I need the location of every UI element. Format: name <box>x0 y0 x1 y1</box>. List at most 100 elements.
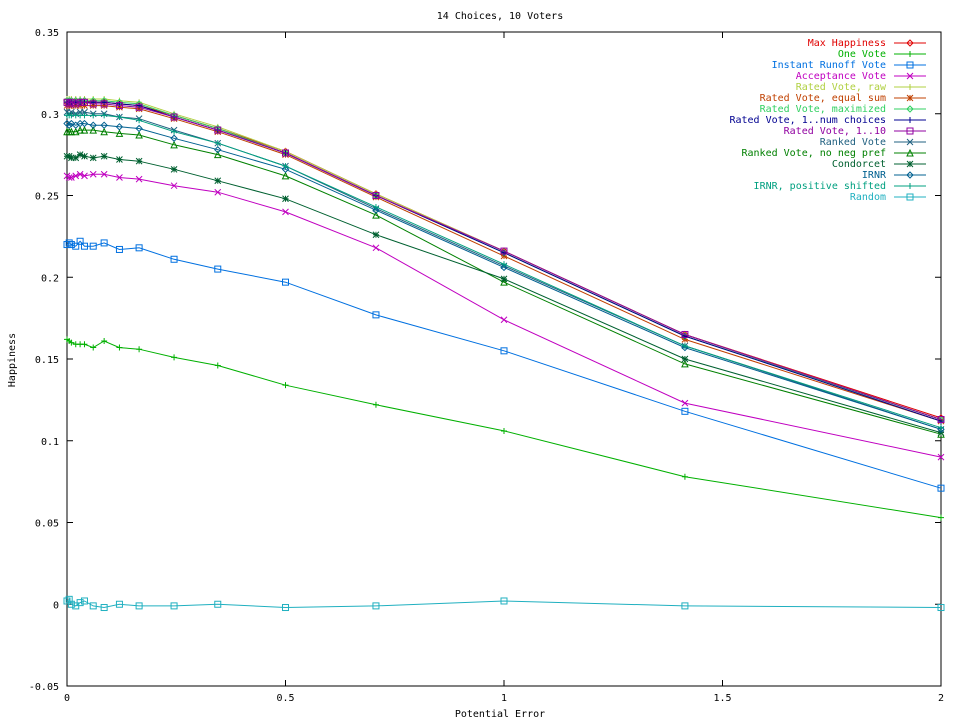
data-point <box>214 177 222 185</box>
data-point <box>681 330 689 338</box>
x-tick-label: 0.5 <box>276 693 294 704</box>
data-point <box>100 100 108 108</box>
series-ranked-vote-no-neg-pref <box>63 125 945 438</box>
data-point <box>214 362 221 369</box>
data-point <box>282 278 289 286</box>
legend-label: IRNR <box>862 170 887 181</box>
data-point <box>170 182 178 190</box>
data-point <box>372 231 380 239</box>
data-point <box>500 316 508 324</box>
data-point <box>214 146 222 154</box>
data-point <box>89 602 97 610</box>
legend-marker <box>907 84 913 90</box>
data-point <box>81 152 88 160</box>
y-tick-label: 0.1 <box>41 437 59 448</box>
data-point <box>68 339 75 346</box>
data-point <box>171 128 178 135</box>
data-point <box>80 242 88 250</box>
legend-label: Instant Runoff Vote <box>772 60 886 71</box>
data-point <box>372 602 380 610</box>
data-point <box>135 130 143 139</box>
data-point <box>76 170 84 178</box>
series-layer <box>63 96 945 612</box>
legend-marker <box>906 61 914 69</box>
data-point <box>136 346 143 353</box>
data-point <box>281 165 290 174</box>
data-point <box>170 113 178 121</box>
data-point <box>89 170 97 178</box>
data-point <box>65 100 73 108</box>
data-point <box>76 98 84 106</box>
data-point <box>282 604 289 612</box>
data-point <box>72 172 80 180</box>
data-point <box>89 242 97 250</box>
data-point <box>89 121 97 129</box>
data-point <box>67 119 76 128</box>
data-point <box>115 600 123 608</box>
series-rated-vote-1-10 <box>63 98 945 423</box>
data-point <box>937 415 945 423</box>
legend-label: Rated Vote, maximized <box>760 104 886 115</box>
data-point <box>116 156 123 163</box>
legend-marker <box>906 193 914 201</box>
data-point <box>100 170 108 178</box>
data-point <box>116 114 123 121</box>
data-point <box>937 604 945 612</box>
data-point <box>170 602 178 610</box>
data-point <box>80 119 89 128</box>
legend-label: Acceptance Vote <box>796 71 886 82</box>
data-point <box>681 359 689 368</box>
chart-title: 14 Choices, 10 Voters <box>437 11 563 22</box>
data-point <box>135 602 143 610</box>
y-tick-label: 0.05 <box>35 519 59 530</box>
data-point <box>89 100 97 108</box>
legend-label: Ranked Vote <box>820 137 886 148</box>
data-point <box>115 129 124 137</box>
data-point <box>67 127 76 136</box>
data-point <box>282 382 289 389</box>
data-point <box>681 407 689 415</box>
data-point <box>681 473 688 480</box>
data-point <box>501 427 507 434</box>
series-one-vote <box>64 336 944 521</box>
data-point <box>500 597 508 605</box>
data-point <box>500 278 508 286</box>
data-point <box>76 599 84 607</box>
legend-marker <box>906 72 914 80</box>
x-tick-label: 2 <box>938 693 944 704</box>
data-point <box>135 244 143 252</box>
y-tick-label: -0.05 <box>29 682 59 693</box>
data-point <box>171 354 178 361</box>
data-point <box>372 244 380 252</box>
data-point <box>170 165 178 173</box>
data-point <box>115 102 123 110</box>
data-point <box>214 126 222 134</box>
data-point <box>72 154 80 162</box>
x-tick-label: 0 <box>64 693 70 704</box>
data-point <box>213 150 222 159</box>
data-point <box>81 112 88 119</box>
data-point <box>214 600 222 608</box>
data-point <box>115 123 124 131</box>
data-point <box>937 453 945 461</box>
data-point <box>90 112 97 119</box>
legend-marker <box>907 51 913 57</box>
y-tick-label: 0.3 <box>41 110 59 121</box>
data-point <box>76 151 84 158</box>
data-point <box>282 195 289 203</box>
data-point <box>89 154 97 162</box>
data-point <box>100 239 108 247</box>
series-line <box>66 123 942 430</box>
data-point <box>67 241 75 249</box>
y-tick-label: 0.35 <box>35 28 59 39</box>
data-point <box>76 125 84 134</box>
data-point <box>100 121 108 129</box>
data-point <box>135 175 143 183</box>
data-point <box>89 125 98 134</box>
series-irnr-positive-shifted <box>64 112 944 431</box>
series-irnr <box>63 119 945 434</box>
data-point <box>937 425 945 434</box>
data-point <box>135 103 143 111</box>
legend-marker <box>906 39 914 47</box>
